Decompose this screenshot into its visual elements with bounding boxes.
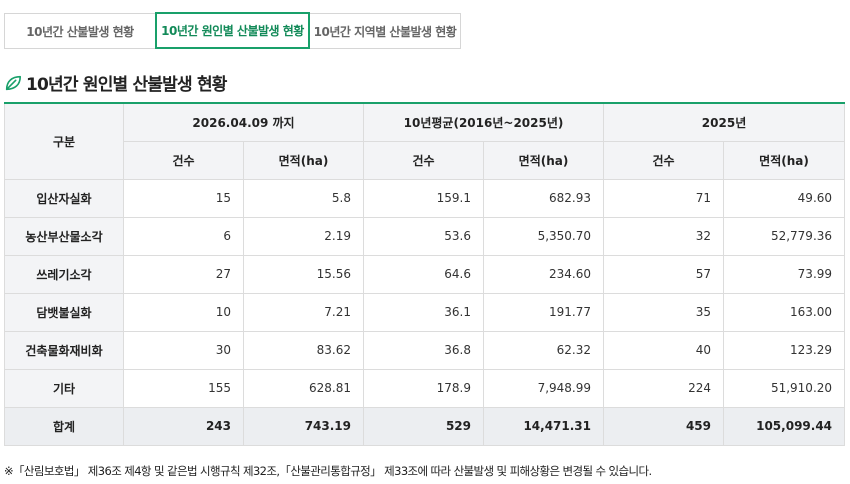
row-label: 기타 xyxy=(4,368,124,408)
cell-value: 163.00 xyxy=(723,292,846,332)
total-value: 529 xyxy=(363,406,484,446)
cell-value: 73.99 xyxy=(723,254,846,294)
cell-value: 224 xyxy=(603,368,725,408)
row-label: 입산자실화 xyxy=(4,178,124,218)
cell-value: 35 xyxy=(603,292,725,332)
table-row: 쓰레기소각 27 15.56 64.6 234.60 57 73.99 xyxy=(4,254,846,294)
cell-value: 30 xyxy=(123,330,244,370)
cell-value: 36.8 xyxy=(363,330,484,370)
group-header-2025: 2025년 xyxy=(603,102,846,142)
cell-value: 159.1 xyxy=(363,178,484,218)
cell-value: 234.60 xyxy=(482,254,605,294)
cell-value: 57 xyxy=(603,254,725,294)
section-header: 10년간 원인별 산불발생 현황 xyxy=(4,70,227,95)
tab-bar: 10년간 산불발생 현황 10년간 원인별 산불발생 현황 10년간 지역별 산… xyxy=(4,12,461,49)
cell-value: 123.29 xyxy=(723,330,846,370)
cell-value: 64.6 xyxy=(363,254,484,294)
cell-value: 15 xyxy=(123,178,244,218)
total-value: 243 xyxy=(123,406,244,446)
cell-value: 71 xyxy=(603,178,725,218)
tab-yearly-fires[interactable]: 10년간 산불발생 현황 xyxy=(4,13,156,49)
cell-value: 2.19 xyxy=(243,216,364,256)
group-header-average: 10년평균(2016년~2025년) xyxy=(362,102,605,142)
cell-value: 27 xyxy=(123,254,244,294)
row-label: 쓰레기소각 xyxy=(4,254,124,294)
cell-value: 155 xyxy=(123,368,244,408)
cell-value: 83.62 xyxy=(243,330,364,370)
cell-value: 6 xyxy=(123,216,244,256)
cell-value: 52,779.36 xyxy=(723,216,846,256)
cell-value: 15.56 xyxy=(243,254,364,294)
row-label: 담뱃불실화 xyxy=(4,292,124,332)
cell-value: 40 xyxy=(603,330,725,370)
cell-value: 682.93 xyxy=(482,178,605,218)
total-value: 459 xyxy=(603,406,725,446)
tab-region-fires[interactable]: 10년간 지역별 산불발생 현황 xyxy=(309,13,461,49)
cell-value: 49.60 xyxy=(723,178,846,218)
subheader-count: 건수 xyxy=(603,140,725,180)
subheader-area: 면적(ha) xyxy=(482,140,605,180)
cell-value: 7,948.99 xyxy=(482,368,605,408)
cause-stats-table: 구분 2026.04.09 까지 10년평균(2016년~2025년) 2025… xyxy=(4,102,846,446)
corner-header: 구분 xyxy=(4,102,124,180)
row-label: 건축물화재비화 xyxy=(4,330,124,370)
cell-value: 628.81 xyxy=(243,368,364,408)
leaf-icon xyxy=(5,75,22,90)
table-row: 담뱃불실화 10 7.21 36.1 191.77 35 163.00 xyxy=(4,292,846,332)
subheader-area: 면적(ha) xyxy=(243,140,364,180)
cell-value: 10 xyxy=(123,292,244,332)
subheader-area: 면적(ha) xyxy=(723,140,846,180)
cell-value: 62.32 xyxy=(482,330,605,370)
total-value: 14,471.31 xyxy=(482,406,605,446)
cell-value: 7.21 xyxy=(243,292,364,332)
cell-value: 5.8 xyxy=(243,178,364,218)
subheader-count: 건수 xyxy=(363,140,484,180)
cell-value: 53.6 xyxy=(363,216,484,256)
cell-value: 36.1 xyxy=(363,292,484,332)
table-subheader-row: 건수 면적(ha) 건수 면적(ha) 건수 면적(ha) xyxy=(5,140,846,180)
page-title: 10년간 원인별 산불발생 현황 xyxy=(26,75,227,95)
table-header-row: 구분 2026.04.09 까지 10년평균(2016년~2025년) 2025… xyxy=(4,102,846,180)
tab-cause-fires[interactable]: 10년간 원인별 산불발생 현황 xyxy=(155,12,310,49)
subheader-count: 건수 xyxy=(123,140,244,180)
total-row: 합계 243 743.19 529 14,471.31 459 105,099.… xyxy=(4,406,846,446)
total-value: 743.19 xyxy=(243,406,364,446)
table-row: 건축물화재비화 30 83.62 36.8 62.32 40 123.29 xyxy=(4,330,846,370)
total-value: 105,099.44 xyxy=(723,406,846,446)
table-row: 농산부산물소각 6 2.19 53.6 5,350.70 32 52,779.3… xyxy=(4,216,846,256)
cell-value: 5,350.70 xyxy=(482,216,605,256)
total-label: 합계 xyxy=(4,406,124,446)
table-row: 기타 155 628.81 178.9 7,948.99 224 51,910.… xyxy=(4,368,846,408)
group-header-current: 2026.04.09 까지 xyxy=(123,102,364,142)
cell-value: 191.77 xyxy=(482,292,605,332)
cell-value: 51,910.20 xyxy=(723,368,846,408)
cell-value: 178.9 xyxy=(363,368,484,408)
row-label: 농산부산물소각 xyxy=(4,216,124,256)
cell-value: 32 xyxy=(603,216,725,256)
footnote: ※「산림보호법」 제36조 제4항 및 같은법 시행규칙 제32조,「산불관리통… xyxy=(4,464,652,478)
table-row: 입산자실화 15 5.8 159.1 682.93 71 49.60 xyxy=(4,178,846,218)
